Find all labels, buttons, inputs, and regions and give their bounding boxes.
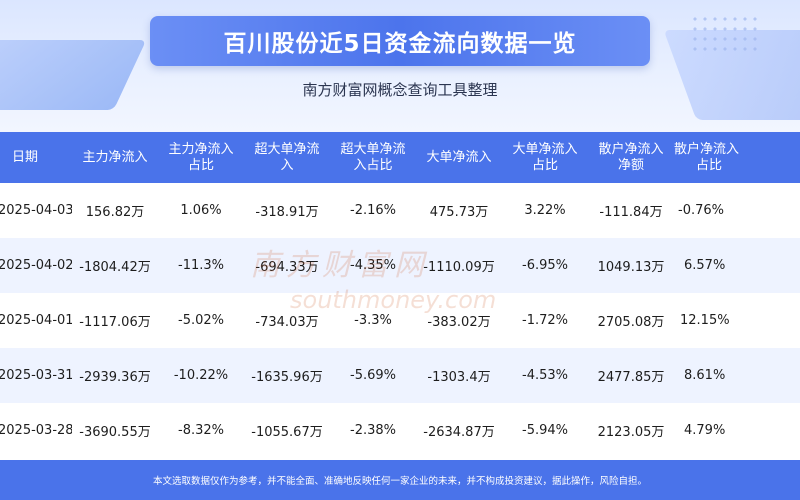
cell-retail-inflow-ratio: 6.57% (684, 258, 726, 273)
cell-super-large-inflow-ratio: -5.69% (350, 368, 396, 383)
page-title: 百川股份近5日资金流向数据一览 (150, 16, 650, 66)
column-header-large-inflow: 大单净流入 (426, 149, 492, 165)
cell-date: 2025-03-28 (0, 423, 72, 438)
cell-large-inflow-ratio: -4.53% (522, 368, 568, 383)
cell-large-inflow-ratio: -6.95% (522, 258, 568, 273)
column-header-main-inflow-ratio: 主力净流入 占比 (168, 141, 234, 173)
disclaimer-text: 本文选取数据仅作为参考，并不能全面、准确地反映任何一家企业的未来，并不构成投资建… (152, 476, 647, 487)
cell-super-large-inflow-ratio: -3.3% (354, 313, 392, 328)
column-header-main-inflow: 主力净流入 (82, 149, 148, 165)
cell-retail-inflow-net: -111.84万 (599, 205, 663, 220)
page-subtitle: 南方财富网概念查询工具整理 (302, 81, 498, 99)
cell-main-inflow: -1804.42万 (79, 260, 151, 275)
column-header-super-large-inflow-ratio: 超大单净流 入占比 (340, 141, 406, 173)
cell-large-inflow: 475.73万 (429, 205, 489, 220)
cell-date: 2025-04-01 (0, 313, 72, 328)
column-header-retail-inflow-ratio: 散户净流入 占比 (674, 141, 740, 173)
cell-main-inflow-ratio: -10.22% (173, 368, 229, 383)
decorative-dot-grid (690, 14, 760, 54)
cell-retail-inflow-ratio: 4.79% (684, 423, 726, 438)
cell-large-inflow-ratio: -5.94% (522, 423, 568, 438)
table-row: 2025-03-31 -2939.36万 -10.22% -1635.96万 -… (0, 348, 800, 403)
cell-large-inflow-ratio: 3.22% (524, 203, 566, 218)
cell-retail-inflow-net: 2705.08万 (597, 315, 665, 330)
cell-large-inflow: -1110.09万 (423, 260, 495, 275)
table-row: 2025-04-03 156.82万 1.06% -318.91万 -2.16%… (0, 183, 800, 238)
cell-super-large-inflow: -694.33万 (255, 260, 319, 275)
column-header-large-inflow-ratio: 大单净流入 占比 (512, 141, 578, 173)
table-row: 2025-03-28 -3690.55万 -8.32% -1055.67万 -2… (0, 403, 800, 458)
cell-retail-inflow-ratio: -0.76% (678, 203, 724, 218)
cell-date: 2025-04-03 (0, 203, 72, 218)
column-header-retail-inflow-net: 散户净流入 净额 (598, 141, 664, 173)
cell-large-inflow: -383.02万 (427, 315, 491, 330)
cell-super-large-inflow: -318.91万 (255, 205, 319, 220)
cell-retail-inflow-net: 1049.13万 (597, 260, 665, 275)
cell-super-large-inflow: -734.03万 (255, 315, 319, 330)
column-header-date: 日期 (12, 149, 39, 165)
cell-retail-inflow-net: 2123.05万 (597, 425, 665, 440)
cell-retail-inflow-ratio: 8.61% (684, 368, 726, 383)
capital-flow-table: 日期 主力净流入 主力净流入 占比 超大单净流 入 超大单净流 入占比 大单净流… (0, 132, 800, 458)
cell-main-inflow-ratio: -8.32% (178, 423, 224, 438)
table-row: 2025-04-02 -1804.42万 -11.3% -694.33万 -4.… (0, 238, 800, 293)
cell-retail-inflow-ratio: 12.15% (680, 313, 730, 328)
cell-super-large-inflow: -1055.67万 (251, 425, 323, 440)
cell-super-large-inflow-ratio: -4.35% (350, 258, 396, 273)
cell-super-large-inflow: -1635.96万 (251, 370, 323, 385)
cell-main-inflow: -3690.55万 (79, 425, 151, 440)
table-header-row: 日期 主力净流入 主力净流入 占比 超大单净流 入 超大单净流 入占比 大单净流… (0, 132, 800, 183)
table-row: 2025-04-01 -1117.06万 -5.02% -734.03万 -3.… (0, 293, 800, 348)
cell-large-inflow: -2634.87万 (423, 425, 495, 440)
column-header-super-large-inflow: 超大单净流 入 (254, 141, 320, 173)
cell-super-large-inflow-ratio: -2.16% (350, 203, 396, 218)
cell-large-inflow: -1303.4万 (427, 370, 491, 385)
cell-main-inflow-ratio: -5.02% (178, 313, 224, 328)
cell-date: 2025-03-31 (0, 368, 72, 383)
cell-main-inflow-ratio: 1.06% (180, 203, 222, 218)
header-banner: 百川股份近5日资金流向数据一览 南方财富网概念查询工具整理 (0, 0, 800, 132)
cell-main-inflow: -1117.06万 (79, 315, 151, 330)
cell-main-inflow: -2939.36万 (79, 370, 151, 385)
cell-main-inflow: 156.82万 (85, 205, 145, 220)
disclaimer-footer: 本文选取数据仅作为参考，并不能全面、准确地反映任何一家企业的未来，并不构成投资建… (0, 460, 800, 500)
cell-main-inflow-ratio: -11.3% (178, 258, 224, 273)
cell-super-large-inflow-ratio: -2.38% (350, 423, 396, 438)
cell-date: 2025-04-02 (0, 258, 72, 273)
cell-large-inflow-ratio: -1.72% (522, 313, 568, 328)
cell-retail-inflow-net: 2477.85万 (597, 370, 665, 385)
